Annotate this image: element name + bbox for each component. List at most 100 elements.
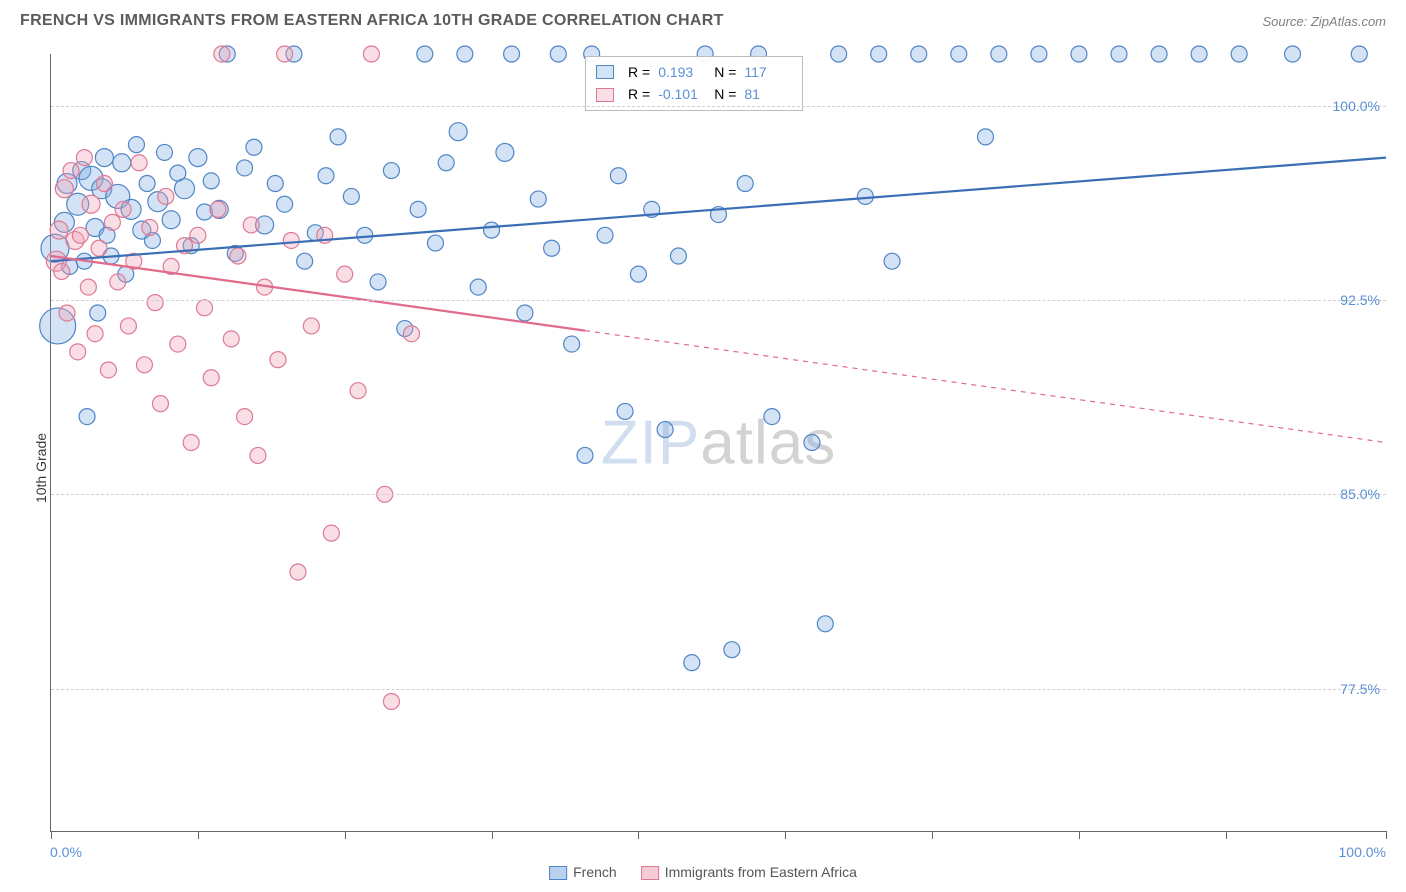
legend-label: French	[573, 864, 617, 880]
scatter-point	[884, 253, 900, 269]
stat-r-value: -0.101	[658, 83, 706, 105]
x-tick	[932, 831, 933, 839]
scatter-point	[113, 154, 131, 172]
scatter-point	[190, 227, 206, 243]
scatter-point	[50, 221, 68, 239]
scatter-point	[496, 143, 514, 161]
scatter-point	[438, 155, 454, 171]
scatter-point	[577, 447, 593, 463]
scatter-point	[243, 217, 259, 233]
scatter-point	[290, 564, 306, 580]
y-tick-label: 100.0%	[1333, 98, 1380, 114]
scatter-point	[131, 155, 147, 171]
scatter-point	[403, 326, 419, 342]
scatter-point	[87, 326, 103, 342]
scatter-point	[91, 240, 107, 256]
legend-item: Immigrants from Eastern Africa	[641, 864, 857, 880]
scatter-point	[484, 222, 500, 238]
stats-row: R =0.193N =117	[596, 61, 792, 83]
scatter-point	[210, 201, 226, 217]
scatter-point	[517, 305, 533, 321]
scatter-point	[911, 46, 927, 62]
bottom-legend: French Immigrants from Eastern Africa	[549, 864, 857, 880]
scatter-point	[90, 305, 106, 321]
scatter-point	[110, 274, 126, 290]
legend-swatch	[549, 866, 567, 880]
correlation-stats-box: R =0.193N =117R =-0.101N =81	[585, 56, 803, 111]
scatter-point	[831, 46, 847, 62]
scatter-svg	[51, 54, 1386, 831]
scatter-point	[203, 173, 219, 189]
scatter-point	[410, 201, 426, 217]
scatter-point	[82, 195, 100, 213]
y-tick-label: 77.5%	[1340, 681, 1380, 697]
scatter-point	[804, 435, 820, 451]
stat-r-label: R =	[628, 83, 650, 105]
scatter-point	[139, 176, 155, 192]
scatter-point	[156, 144, 172, 160]
x-tick	[51, 831, 52, 839]
scatter-point	[1111, 46, 1127, 62]
scatter-point	[59, 305, 75, 321]
scatter-point	[1151, 46, 1167, 62]
scatter-point	[303, 318, 319, 334]
scatter-point	[350, 383, 366, 399]
scatter-point	[427, 235, 443, 251]
scatter-point	[142, 220, 158, 236]
scatter-point	[1071, 46, 1087, 62]
scatter-point	[457, 46, 473, 62]
scatter-point	[504, 46, 520, 62]
gridline	[51, 689, 1386, 690]
scatter-point	[630, 266, 646, 282]
legend-swatch	[596, 65, 614, 79]
chart-title: FRENCH VS IMMIGRANTS FROM EASTERN AFRICA…	[20, 12, 724, 30]
x-tick	[492, 831, 493, 839]
x-tick	[1079, 831, 1080, 839]
scatter-point	[337, 266, 353, 282]
scatter-point	[277, 46, 293, 62]
scatter-point	[270, 352, 286, 368]
scatter-point	[564, 336, 580, 352]
scatter-point	[951, 46, 967, 62]
stat-r-label: R =	[628, 61, 650, 83]
scatter-point	[550, 46, 566, 62]
scatter-point	[657, 422, 673, 438]
scatter-point	[684, 655, 700, 671]
scatter-point	[817, 616, 833, 632]
scatter-point	[343, 188, 359, 204]
scatter-point	[147, 295, 163, 311]
scatter-point	[1231, 46, 1247, 62]
x-tick-label-max: 100.0%	[1339, 844, 1386, 860]
stats-row: R =-0.101N =81	[596, 83, 792, 105]
chart-source: Source: ZipAtlas.com	[1262, 14, 1386, 29]
chart-area: 10th Grade ZIPatlas R =0.193N =117R =-0.…	[0, 44, 1406, 892]
scatter-point	[383, 694, 399, 710]
scatter-point	[857, 188, 873, 204]
scatter-point	[96, 176, 112, 192]
scatter-point	[55, 180, 73, 198]
scatter-point	[978, 129, 994, 145]
scatter-point	[871, 46, 887, 62]
x-tick	[1386, 831, 1387, 839]
stat-r-value: 0.193	[658, 61, 706, 83]
scatter-point	[158, 188, 174, 204]
scatter-point	[670, 248, 686, 264]
scatter-point	[1285, 46, 1301, 62]
gridline	[51, 300, 1386, 301]
scatter-point	[1031, 46, 1047, 62]
scatter-point	[128, 137, 144, 153]
scatter-point	[449, 123, 467, 141]
x-tick	[785, 831, 786, 839]
stat-n-label: N =	[714, 61, 736, 83]
scatter-point	[214, 46, 230, 62]
scatter-point	[357, 227, 373, 243]
legend-swatch	[596, 88, 614, 102]
x-tick	[345, 831, 346, 839]
scatter-point	[297, 253, 313, 269]
scatter-point	[80, 279, 96, 295]
scatter-point	[237, 160, 253, 176]
y-axis-label: 10th Grade	[33, 433, 49, 503]
scatter-point	[1191, 46, 1207, 62]
scatter-point	[170, 336, 186, 352]
gridline	[51, 106, 1386, 107]
